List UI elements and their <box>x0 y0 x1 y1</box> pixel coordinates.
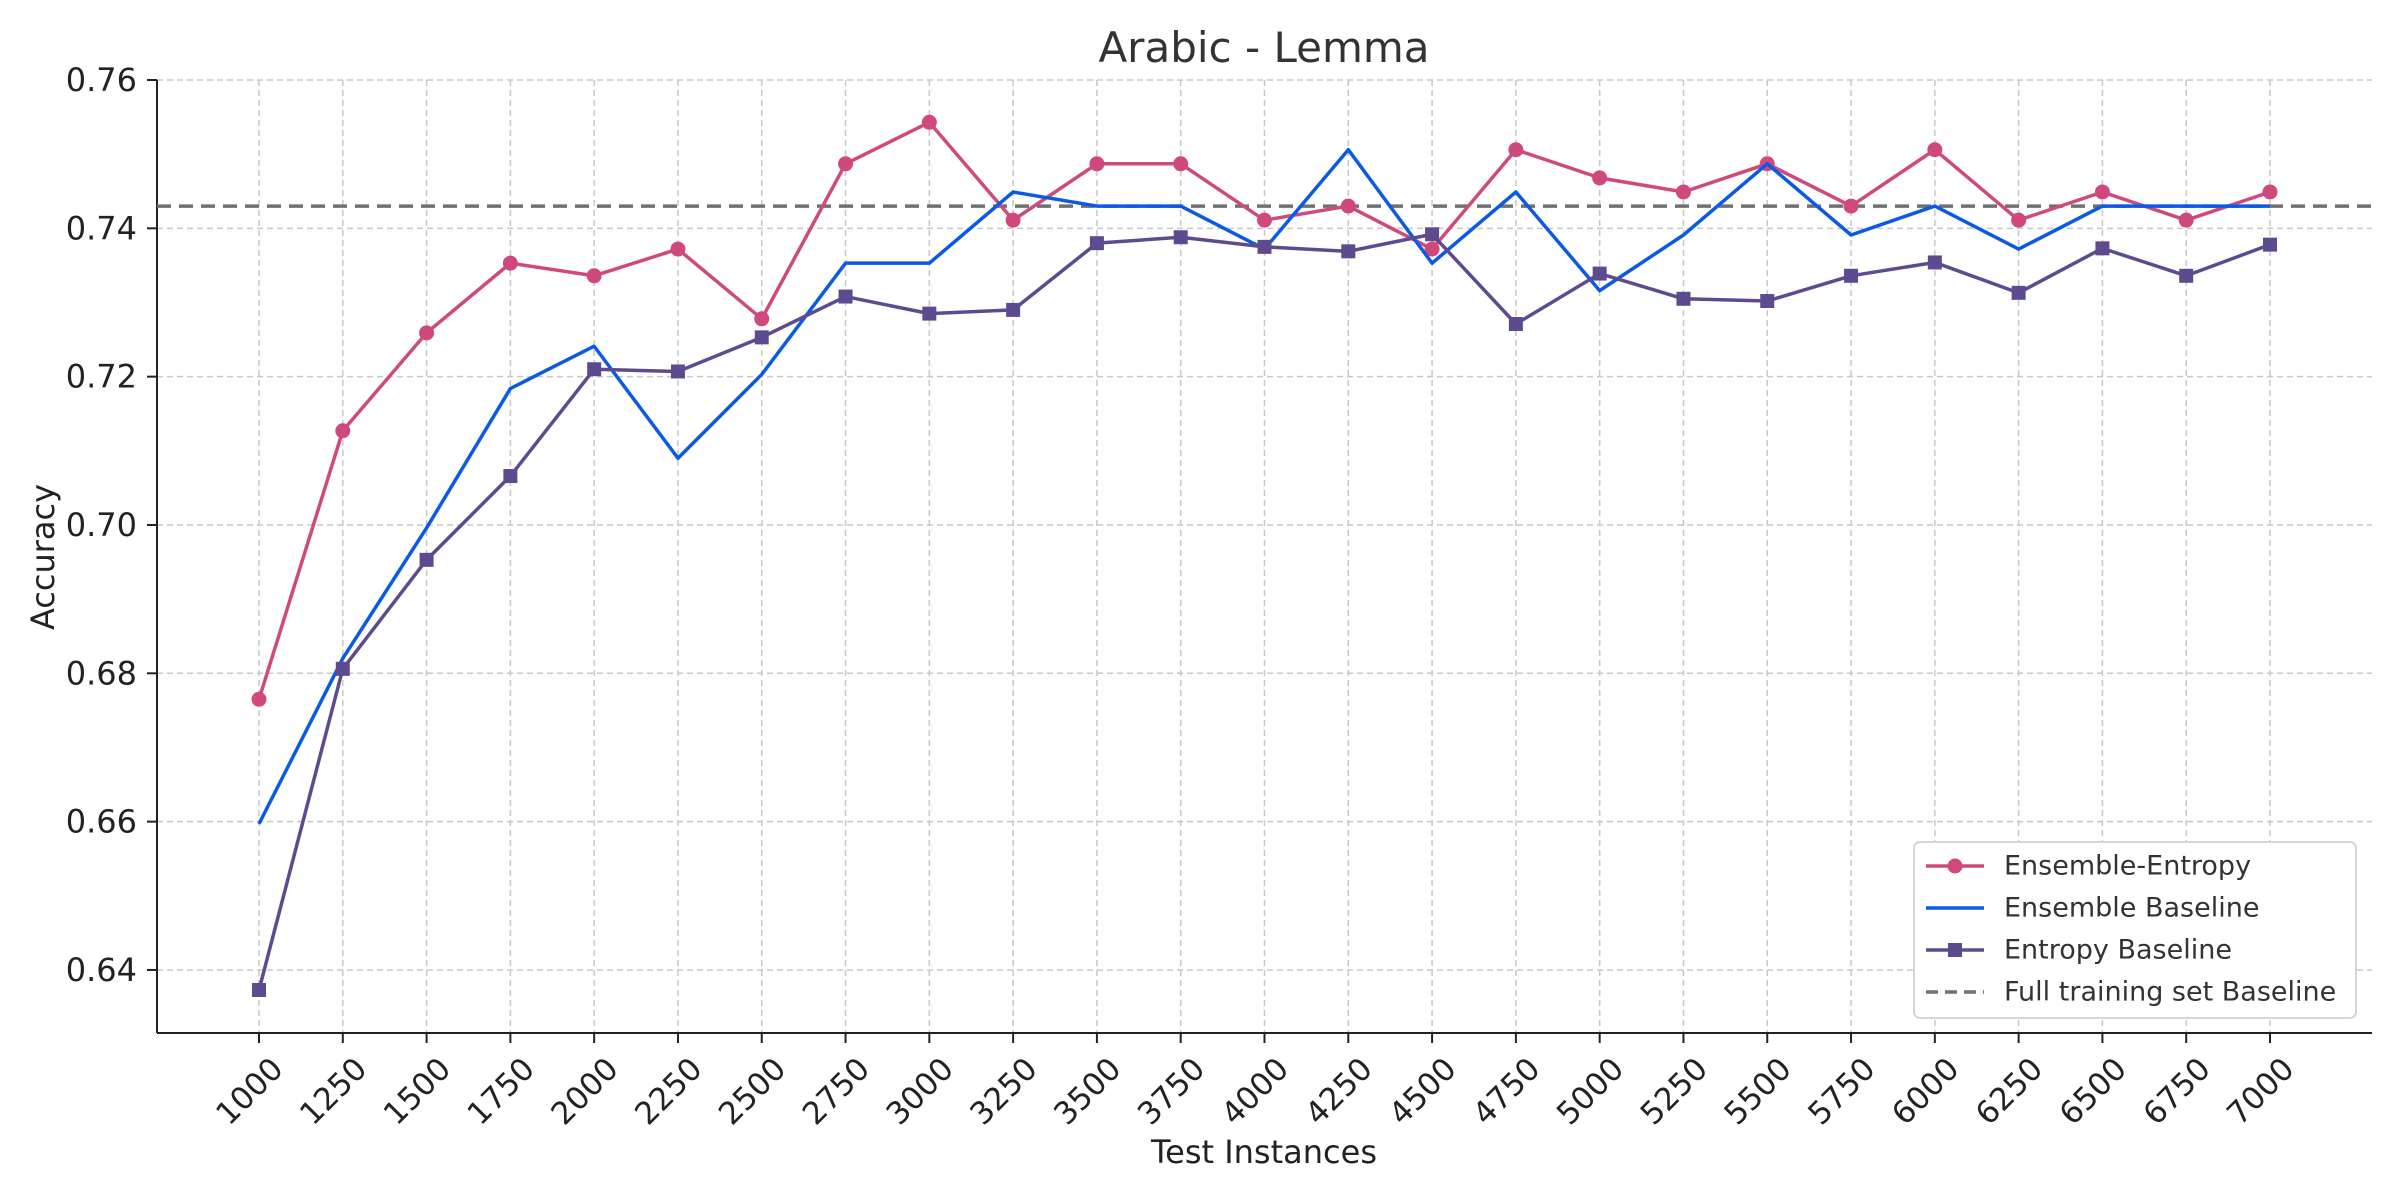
data-point-ensemble-entropy <box>1089 156 1105 172</box>
legend-label-ensemble-entropy: Ensemble-Entropy <box>2004 851 2251 882</box>
legend-box <box>1913 841 2357 1019</box>
data-point-ensemble-entropy <box>2094 184 2110 200</box>
legend: Ensemble-Entropy Ensemble Baseline Entropy… <box>1913 841 2357 1019</box>
data-point-ensemble-entropy <box>2011 212 2027 228</box>
data-point-entropy-baseline <box>922 306 937 321</box>
legend-label-entropy-baseline: Entropy Baseline <box>2004 935 2232 966</box>
data-point-ensemble-entropy <box>586 268 602 284</box>
data-point-ensemble-entropy <box>1257 212 1272 228</box>
data-point-entropy-baseline <box>587 362 602 377</box>
data-point-entropy-baseline <box>1844 268 1859 283</box>
data-point-entropy-baseline <box>838 289 853 304</box>
data-point-ensemble-entropy <box>419 325 435 341</box>
series-layer <box>157 114 2372 997</box>
y-tick-label: 0.76 <box>66 61 137 99</box>
data-point-entropy-baseline <box>252 982 266 997</box>
data-point-ensemble-entropy <box>838 156 854 172</box>
data-point-ensemble-entropy <box>1592 170 1608 186</box>
data-point-ensemble-entropy <box>1005 212 1021 228</box>
data-point-entropy-baseline <box>1508 316 1523 331</box>
legend-marker-entropy-baseline <box>1948 943 1962 957</box>
data-point-ensemble-entropy <box>921 114 937 130</box>
data-point-entropy-baseline <box>1257 239 1272 254</box>
data-point-ensemble-entropy <box>502 255 518 271</box>
legend-label-full-training-set-baseline: Full training set Baseline <box>2004 977 2336 1008</box>
data-point-entropy-baseline <box>2011 285 2026 300</box>
data-point-entropy-baseline <box>2263 237 2277 252</box>
data-point-entropy-baseline <box>1676 291 1691 306</box>
legend-marker-ensemble-entropy <box>1947 858 1963 874</box>
data-point-entropy-baseline <box>1425 227 1440 242</box>
data-point-entropy-baseline <box>1760 294 1775 309</box>
data-point-ensemble-entropy <box>1675 184 1691 200</box>
data-point-ensemble-entropy <box>670 241 686 257</box>
y-axis-label: Accuracy <box>24 484 62 630</box>
y-tick-label: 0.74 <box>66 209 137 247</box>
data-point-ensemble-entropy <box>1424 241 1440 257</box>
data-point-entropy-baseline <box>2095 241 2110 256</box>
y-tick-label: 0.72 <box>66 358 137 396</box>
data-point-ensemble-entropy <box>1927 142 1943 158</box>
data-point-entropy-baseline <box>1173 230 1188 245</box>
y-tick-label: 0.66 <box>66 803 137 841</box>
data-point-entropy-baseline <box>1006 302 1021 317</box>
data-point-entropy-baseline <box>1341 244 1356 259</box>
y-tick-label: 0.70 <box>66 506 137 544</box>
y-tick-label: 0.68 <box>66 654 137 692</box>
x-axis-label: Test Instances <box>1150 1133 1377 1171</box>
data-point-ensemble-entropy <box>251 691 267 707</box>
data-point-entropy-baseline <box>1089 236 1104 251</box>
data-point-ensemble-entropy <box>335 423 351 439</box>
data-point-ensemble-entropy <box>2178 212 2194 228</box>
data-point-entropy-baseline <box>335 661 350 676</box>
data-point-ensemble-entropy <box>1843 198 1859 214</box>
chart-title: Arabic - Lemma <box>1098 23 1429 72</box>
data-point-ensemble-entropy <box>1173 156 1189 172</box>
legend-label-ensemble-baseline: Ensemble Baseline <box>2004 893 2259 924</box>
data-point-entropy-baseline <box>503 469 518 484</box>
data-point-entropy-baseline <box>1927 255 1942 270</box>
data-point-ensemble-entropy <box>2262 184 2278 200</box>
data-point-entropy-baseline <box>1592 266 1607 281</box>
data-point-entropy-baseline <box>2179 268 2194 283</box>
data-point-ensemble-entropy <box>1340 198 1356 214</box>
data-point-entropy-baseline <box>754 330 769 345</box>
data-point-entropy-baseline <box>670 364 685 379</box>
data-point-ensemble-entropy <box>754 311 770 327</box>
data-point-ensemble-entropy <box>1508 142 1524 158</box>
y-tick-label: 0.64 <box>66 951 137 989</box>
data-point-entropy-baseline <box>419 552 434 567</box>
